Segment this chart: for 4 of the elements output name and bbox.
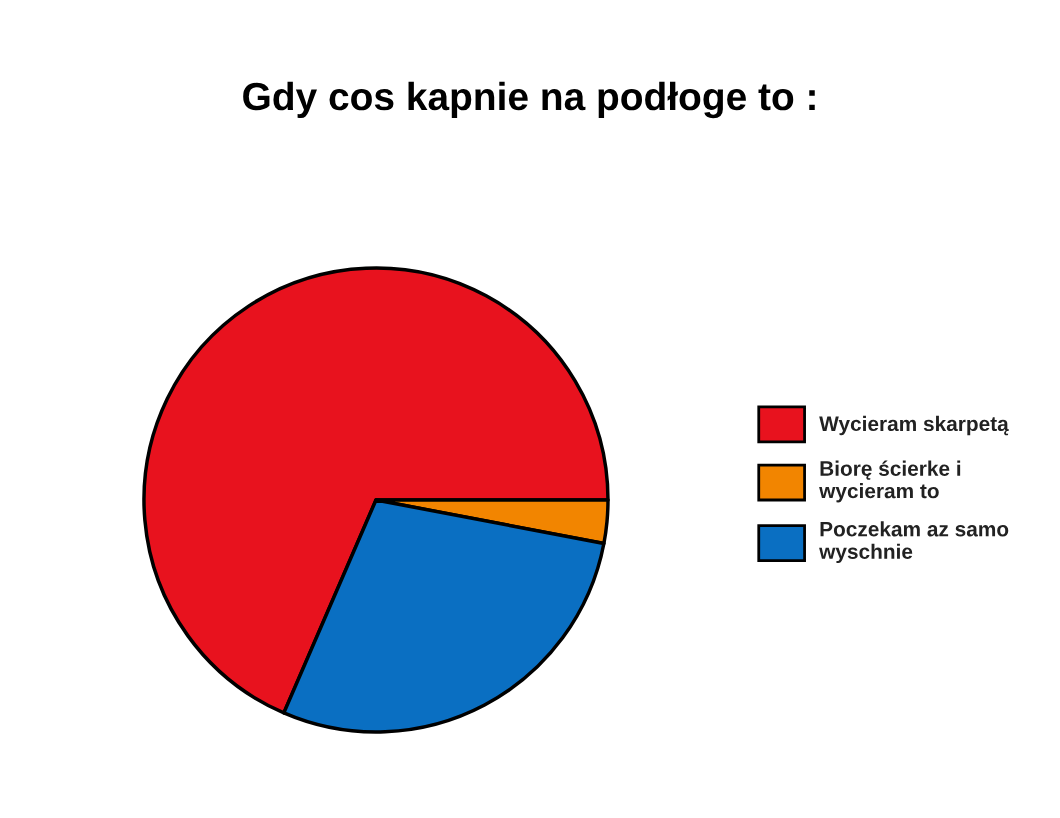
legend-label: Biorę ścierke i wycieram to (819, 460, 961, 503)
legend-label: Wycieram skarpetą (819, 415, 1009, 436)
legend-label: Poczekam az samo wyschnie (819, 521, 1009, 564)
chart-title: Gdy cos kapnie na podłoge to : (243, 81, 815, 119)
